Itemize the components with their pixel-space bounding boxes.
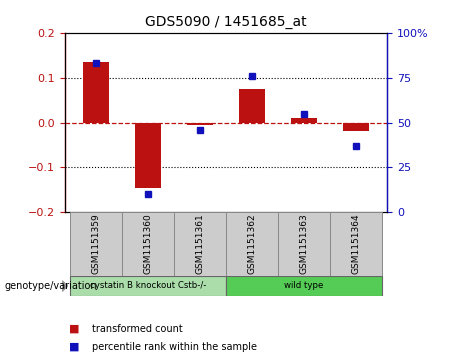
Title: GDS5090 / 1451685_at: GDS5090 / 1451685_at xyxy=(145,15,307,29)
Text: genotype/variation: genotype/variation xyxy=(5,281,97,291)
Bar xyxy=(226,276,382,296)
Polygon shape xyxy=(62,281,68,291)
Text: GSM1151364: GSM1151364 xyxy=(351,214,361,274)
Bar xyxy=(291,118,317,123)
Text: ■: ■ xyxy=(69,323,79,334)
Text: percentile rank within the sample: percentile rank within the sample xyxy=(92,342,257,352)
Text: GSM1151361: GSM1151361 xyxy=(195,214,204,274)
Text: GSM1151359: GSM1151359 xyxy=(91,214,100,274)
Text: cystatin B knockout Cstb-/-: cystatin B knockout Cstb-/- xyxy=(89,281,206,290)
Bar xyxy=(174,212,226,276)
Bar xyxy=(70,212,122,276)
Text: ■: ■ xyxy=(69,342,79,352)
Bar xyxy=(83,62,109,123)
Bar xyxy=(187,123,213,125)
Text: GSM1151363: GSM1151363 xyxy=(300,214,308,274)
Text: GSM1151362: GSM1151362 xyxy=(248,214,256,274)
Bar xyxy=(239,89,265,123)
Bar xyxy=(343,123,369,131)
Text: GSM1151360: GSM1151360 xyxy=(143,214,152,274)
Bar xyxy=(70,276,226,296)
Bar xyxy=(278,212,330,276)
Text: transformed count: transformed count xyxy=(92,323,183,334)
Text: wild type: wild type xyxy=(284,281,324,290)
Bar xyxy=(122,212,174,276)
Bar xyxy=(226,212,278,276)
Bar xyxy=(135,123,161,188)
Bar xyxy=(330,212,382,276)
